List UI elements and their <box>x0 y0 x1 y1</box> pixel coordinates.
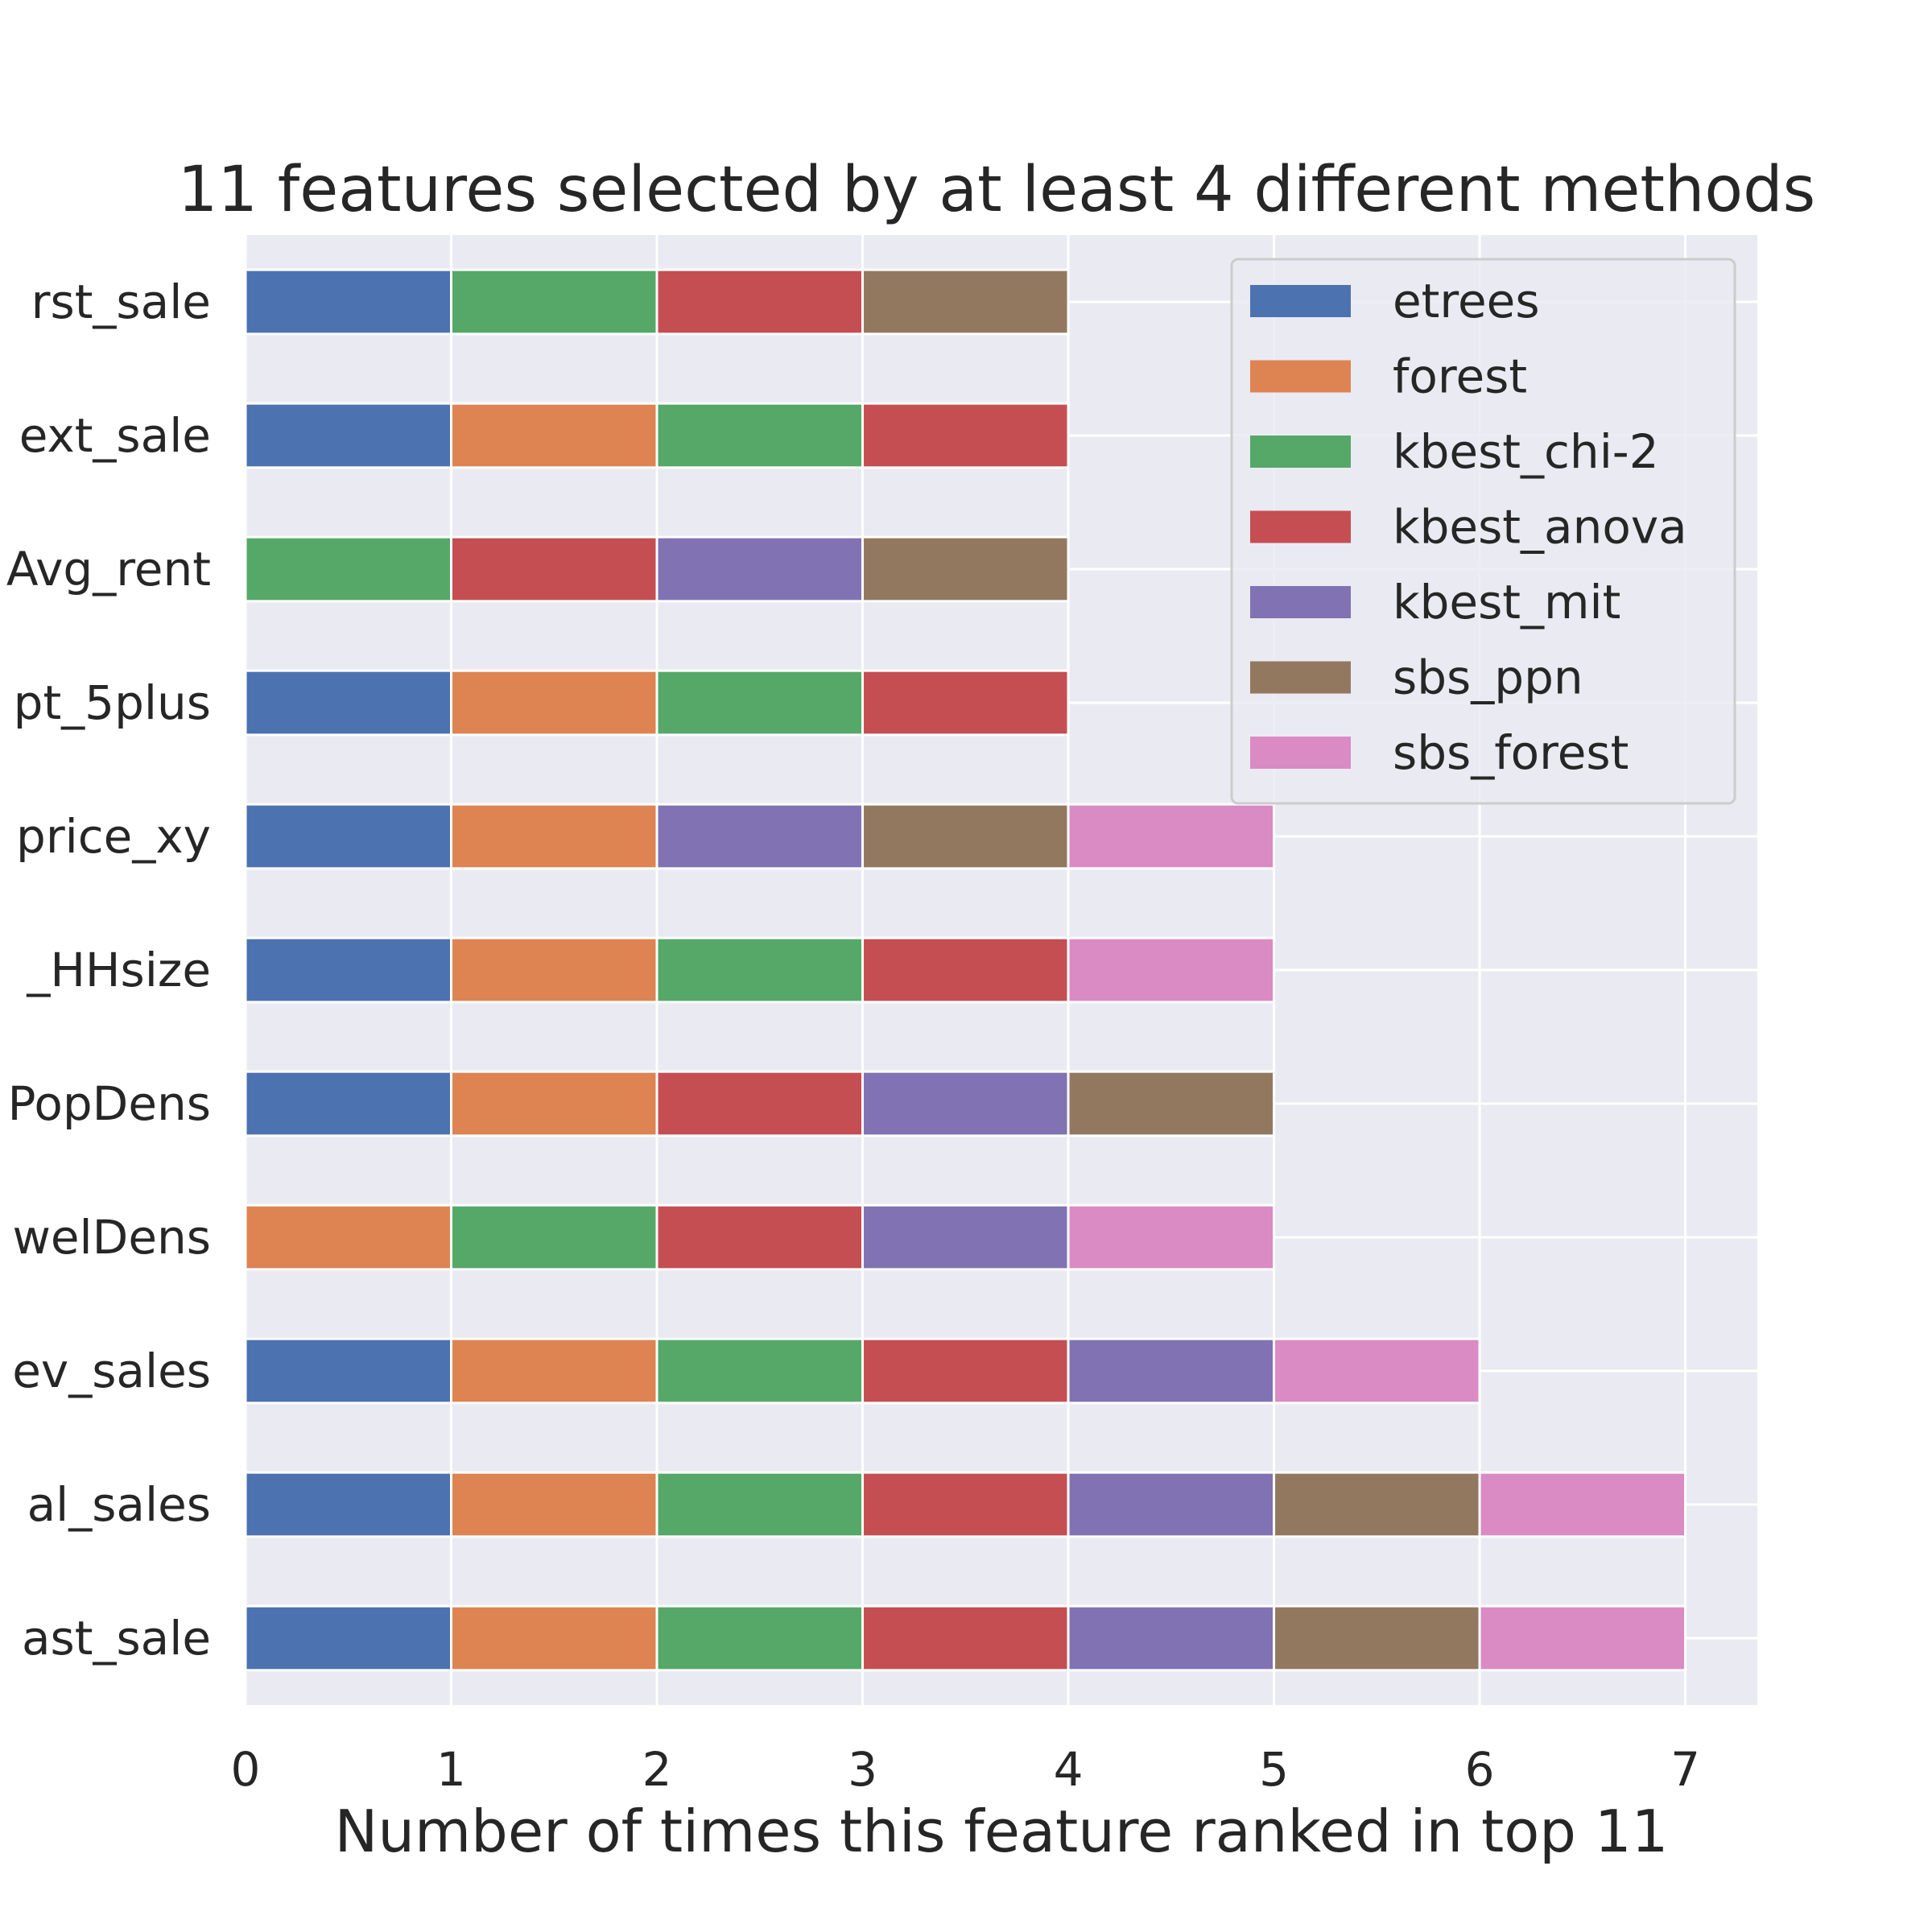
bar-segment <box>655 1604 865 1672</box>
x-tick-label: 5 <box>1259 1742 1289 1797</box>
bar-segment <box>861 268 1070 336</box>
bars <box>244 268 1687 1672</box>
x-tick-label: 7 <box>1670 1742 1700 1797</box>
y-tick-label: ast_sale <box>22 1611 211 1666</box>
bar-segment <box>1067 1203 1276 1271</box>
bar-segment <box>1067 1337 1276 1405</box>
bar-segment <box>244 1203 453 1271</box>
y-tick-label: _HHsize <box>26 943 211 997</box>
bar-segment <box>1067 1070 1276 1137</box>
legend-swatch <box>1250 285 1351 317</box>
bar-segment <box>861 1337 1070 1405</box>
bar-segment <box>244 402 453 469</box>
x-axis-label: Number of times this feature ranked in t… <box>335 1798 1669 1865</box>
x-tick-label: 2 <box>642 1742 672 1797</box>
bar-segment <box>655 669 865 737</box>
bar-segment <box>244 936 453 1004</box>
legend-swatch <box>1250 510 1351 543</box>
bar-segment <box>1478 1471 1687 1538</box>
bar-segment <box>655 1471 865 1538</box>
bar-segment <box>450 535 658 603</box>
bar-segment <box>861 803 1070 870</box>
bar-segment <box>1273 1604 1481 1672</box>
legend-label: sbs_ppn <box>1393 650 1583 705</box>
chart-title: 11 features selected by at least 4 diffe… <box>178 154 1816 226</box>
x-tick-label: 0 <box>231 1742 261 1797</box>
bar-segment <box>861 402 1070 469</box>
bar-segment <box>244 1337 453 1405</box>
legend-label: kbest_mit <box>1393 575 1620 630</box>
bar-segment <box>244 803 453 870</box>
y-tick-label: welDens <box>12 1210 211 1265</box>
bar-segment <box>655 936 865 1004</box>
bar-segment <box>1067 1471 1276 1538</box>
legend-label: etrees <box>1393 274 1540 328</box>
bar-segment <box>450 1070 658 1137</box>
bar-segment <box>1273 1471 1481 1538</box>
x-tick-label: 6 <box>1465 1742 1495 1797</box>
bar-segment <box>655 1070 865 1137</box>
y-tick-label: ext_sale <box>19 408 211 463</box>
bar-segment <box>861 1070 1070 1137</box>
bar-segment <box>655 803 865 870</box>
bar-segment <box>1067 1604 1276 1672</box>
bar-segment <box>861 1203 1070 1271</box>
x-tick-label: 3 <box>848 1742 877 1797</box>
y-tick-label: rst_sale <box>31 275 211 329</box>
bar-segment <box>861 669 1070 737</box>
bar-segment <box>450 402 658 469</box>
bar-segment <box>450 803 658 870</box>
bar-segment <box>244 535 453 603</box>
legend-label: kbest_anova <box>1393 500 1687 555</box>
bar-segment <box>244 1471 453 1538</box>
bar-segment <box>450 1604 658 1672</box>
bar-segment <box>1067 936 1276 1004</box>
x-tick-label: 4 <box>1054 1742 1084 1797</box>
bar-segment <box>655 535 865 603</box>
bar-segment <box>861 1604 1070 1672</box>
bar-segment <box>450 268 658 336</box>
bar-segment <box>655 1337 865 1405</box>
y-tick-label: pt_5plus <box>14 675 211 730</box>
bar-segment <box>655 1203 865 1271</box>
y-tick-label: PopDens <box>7 1076 211 1131</box>
bar-segment <box>244 1070 453 1137</box>
legend-swatch <box>1250 360 1351 393</box>
bar-segment <box>244 268 453 336</box>
legend-swatch <box>1250 586 1351 618</box>
bar-segment <box>861 535 1070 603</box>
bar-segment <box>450 669 658 737</box>
y-tick-label: al_sales <box>27 1477 211 1532</box>
legend-frame <box>1230 258 1736 805</box>
bar-segment <box>450 1471 658 1538</box>
legend-swatch <box>1250 436 1351 468</box>
legend-swatch <box>1250 661 1351 694</box>
bar-segment <box>1478 1604 1687 1672</box>
bar-segment <box>450 1337 658 1405</box>
bar-segment <box>1067 803 1276 870</box>
bar-segment <box>655 268 865 336</box>
y-tick-label: price_xy <box>16 809 211 864</box>
legend-label: sbs_forest <box>1393 725 1629 780</box>
y-tick-label: ev_sales <box>12 1344 211 1398</box>
legend-label: kbest_chi-2 <box>1393 424 1659 479</box>
bar-segment <box>861 1471 1070 1538</box>
y-tick-label: Avg_rent <box>6 542 211 597</box>
x-tick-label: 1 <box>436 1742 466 1797</box>
bar-segment <box>861 936 1070 1004</box>
bar-segment <box>244 1604 453 1672</box>
legend-label: forest <box>1393 349 1527 404</box>
bar-segment <box>1273 1337 1481 1405</box>
bar-segment <box>450 1203 658 1271</box>
legend: etrees forest kbest_chi-2 kbest_anova kbest_… <box>1230 258 1736 805</box>
bar-segment <box>244 669 453 737</box>
bar-segment <box>655 402 865 469</box>
x-tick-labels: 0 1 2 3 4 5 6 7 <box>231 1742 1700 1797</box>
legend-swatch <box>1250 737 1351 769</box>
bar-segment <box>450 936 658 1004</box>
y-tick-labels: rst_sale ext_sale Avg_rent pt_5plus price_xy… <box>6 275 211 1666</box>
